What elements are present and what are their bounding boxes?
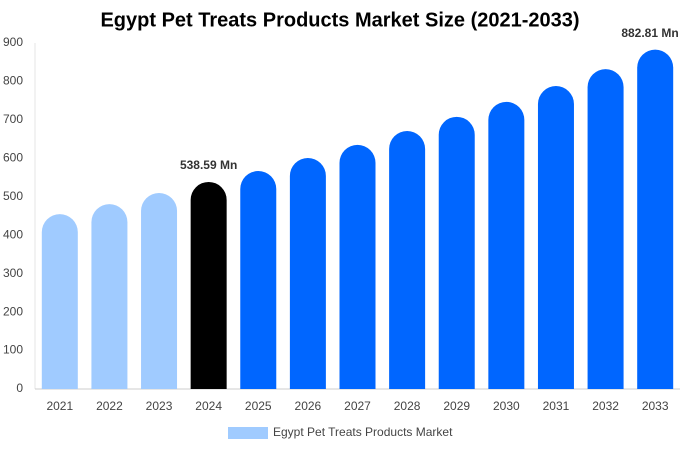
x-tick-label: 2021	[46, 399, 73, 413]
x-tick-label: 2030	[493, 399, 520, 413]
bar	[438, 116, 475, 389]
bar	[91, 204, 128, 389]
x-tick-label: 2026	[295, 399, 322, 413]
x-tick-label: 2033	[642, 399, 669, 413]
x-tick-label: 2031	[543, 399, 570, 413]
bar	[637, 49, 674, 390]
bar	[339, 144, 376, 389]
y-tick-label: 700	[3, 112, 23, 126]
y-tick-label: 800	[3, 74, 23, 88]
x-tick-label: 2029	[443, 399, 470, 413]
y-tick-label: 0	[16, 381, 23, 395]
bar	[41, 214, 78, 389]
x-tick-label: 2028	[394, 399, 421, 413]
y-tick-label: 500	[3, 189, 23, 203]
y-tick-label: 400	[3, 227, 23, 241]
data-label: 882.81 Mn	[621, 26, 678, 40]
y-tick-label: 600	[3, 151, 23, 165]
chart-title: Egypt Pet Treats Products Market Size (2…	[100, 9, 579, 31]
bar	[389, 131, 426, 389]
x-tick-label: 2022	[96, 399, 123, 413]
legend-swatch	[228, 427, 268, 439]
x-tick-label: 2027	[344, 399, 371, 413]
bar	[240, 171, 277, 389]
bar	[289, 157, 326, 389]
y-tick-label: 100	[3, 343, 23, 357]
bar	[488, 101, 525, 390]
x-tick-label: 2023	[146, 399, 173, 413]
y-tick-label: 200	[3, 304, 23, 318]
x-tick-label: 2024	[195, 399, 222, 413]
bar	[141, 192, 178, 389]
bar	[587, 69, 624, 390]
y-tick-label: 300	[3, 266, 23, 280]
legend-label: Egypt Pet Treats Products Market	[273, 425, 453, 439]
x-tick-label: 2032	[592, 399, 619, 413]
data-label: 538.59 Mn	[180, 158, 237, 172]
y-tick-label: 900	[3, 35, 23, 49]
bar	[190, 181, 227, 389]
x-tick-label: 2025	[245, 399, 272, 413]
bar	[537, 86, 574, 390]
